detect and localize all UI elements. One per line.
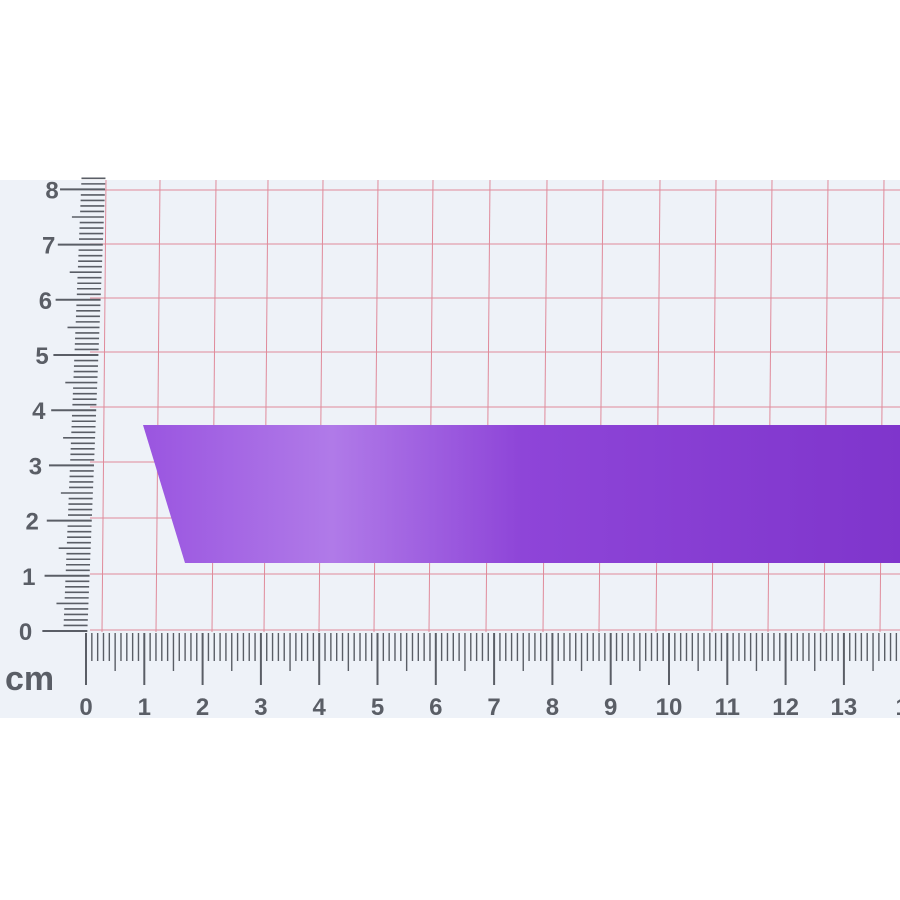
bottom-ruler-labels: 0123456789101112131	[79, 694, 900, 721]
x-axis-label: 4	[313, 694, 327, 721]
x-axis-label: 7	[487, 694, 500, 721]
y-axis-label: 5	[35, 343, 48, 370]
grid-line-vertical	[655, 179, 661, 633]
grid-line-vertical	[318, 179, 324, 633]
grid-line-vertical	[373, 179, 379, 633]
grid-line-vertical	[711, 179, 717, 633]
ribbon	[143, 425, 900, 563]
left-ruler-labels: 0 1 2 3 4 5 6 7 8	[19, 177, 59, 646]
x-axis-label: 0	[79, 694, 92, 721]
y-axis-label: 8	[45, 177, 58, 204]
x-axis-label: 11	[715, 694, 740, 721]
x-axis-label: 6	[429, 694, 442, 721]
grid-line-vertical	[263, 179, 269, 633]
x-axis-label: 12	[772, 694, 799, 721]
x-axis-label: 2	[196, 694, 209, 721]
grid-line-vertical	[598, 179, 604, 633]
grid-line-vertical	[485, 179, 491, 633]
y-axis-label: 4	[32, 398, 46, 425]
y-axis-label: 1	[22, 564, 35, 591]
grid-line-vertical	[211, 179, 217, 633]
x-axis-label: 5	[371, 694, 384, 721]
unit-label: cm	[5, 660, 54, 698]
grid-line-vertical	[879, 179, 885, 633]
grid-lines	[90, 179, 900, 633]
grid-line-vertical	[101, 179, 107, 633]
x-axis-label: 1	[138, 694, 151, 721]
y-axis-label: 2	[25, 509, 38, 536]
grid-line-vertical	[155, 179, 161, 633]
x-axis-label: 9	[604, 694, 617, 721]
x-axis-label: 10	[656, 694, 683, 721]
x-axis-label: 13	[831, 694, 858, 721]
grid-line-vertical	[823, 179, 829, 633]
left-ruler-ticks	[42, 177, 106, 632]
x-axis-label: 8	[546, 694, 559, 721]
grid-line-vertical	[428, 179, 434, 633]
x-axis-label: 1	[896, 694, 900, 721]
y-axis-label: 7	[42, 233, 55, 260]
grid-line-vertical	[542, 179, 548, 633]
x-axis-label: 3	[254, 694, 267, 721]
y-axis-label: 6	[39, 288, 52, 315]
y-axis-label: 0	[19, 619, 32, 646]
y-axis-label: 3	[29, 453, 42, 480]
bottom-ruler-ticks	[85, 633, 898, 685]
grid-line-vertical	[767, 179, 773, 633]
